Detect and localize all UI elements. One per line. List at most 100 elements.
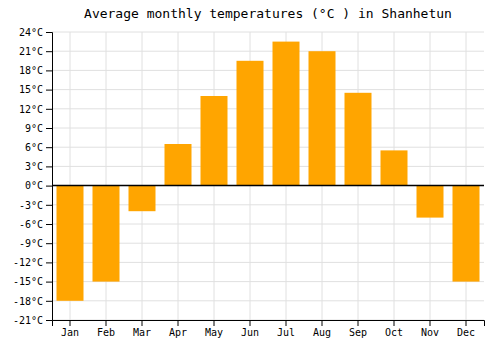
x-axis: Jan Feb Mar Apr May Jun Jul Aug Sep Oct Nov Dec [53, 320, 485, 338]
y-tick: 24°C [19, 27, 52, 38]
x-tick: Nov [421, 320, 439, 338]
y-tick: 3°C [25, 161, 52, 172]
bar [453, 186, 480, 282]
y-tick-mark [46, 90, 52, 91]
x-tick-label: Nov [421, 327, 439, 338]
y-tick: 18°C [19, 65, 52, 76]
y-tick: -21°C [13, 315, 52, 326]
chart: -21°C -18°C -15°C -12°C -9°C -6°C -3°C 0°C 3°C 6°… [0, 0, 500, 350]
x-tick-mark [322, 320, 323, 326]
x-tick: Jan [61, 320, 79, 338]
y-tick-label: 0°C [25, 180, 43, 191]
x-tick: Mar [133, 320, 151, 338]
x-axis-line [53, 321, 485, 327]
y-tick-label: 24°C [19, 27, 43, 38]
y-tick-mark [46, 205, 52, 206]
x-tick-label: May [205, 327, 223, 338]
bar [237, 61, 264, 186]
x-tick: Aug [313, 320, 331, 338]
y-tick-mark [46, 243, 52, 244]
x-tick: Feb [97, 320, 115, 338]
grid-line [52, 147, 484, 148]
zero-line [52, 185, 484, 187]
y-axis: -21°C -18°C -15°C -12°C -9°C -6°C -3°C 0°C 3°C 6°… [13, 27, 53, 326]
x-tick-mark [286, 320, 287, 326]
x-tick-label: Jun [241, 327, 259, 338]
x-tick: Apr [169, 320, 187, 338]
grid [52, 32, 484, 320]
bars [57, 42, 480, 301]
y-tick-mark [46, 262, 52, 263]
grid-line [52, 51, 484, 52]
x-tick-mark [250, 320, 251, 326]
grid-line [430, 32, 431, 320]
x-tick: Jun [241, 320, 259, 338]
grid-line [52, 166, 484, 167]
x-tick-mark [466, 320, 467, 326]
y-tick-label: -18°C [13, 296, 43, 307]
y-tick: -3°C [19, 200, 52, 211]
y-tick-label: -3°C [19, 200, 43, 211]
plot: -21°C -18°C -15°C -12°C -9°C -6°C -3°C 0°C 3°C 6°… [13, 27, 485, 338]
x-tick-mark [142, 320, 143, 326]
x-tick-label: Sep [349, 327, 367, 338]
y-tick: -9°C [19, 238, 52, 249]
y-tick-label: 12°C [19, 104, 43, 115]
y-tick-mark [46, 147, 52, 148]
x-tick-mark [214, 320, 215, 326]
y-tick: 9°C [25, 123, 52, 134]
bar [381, 150, 408, 185]
x-tick-label: Mar [133, 327, 151, 338]
y-tick-mark [46, 282, 52, 283]
y-tick-mark [46, 51, 52, 52]
y-tick: 12°C [19, 104, 52, 115]
y-tick-label: -9°C [19, 238, 43, 249]
bar [345, 93, 372, 186]
y-tick-label: -6°C [19, 219, 43, 230]
x-tick-label: Feb [97, 327, 115, 338]
x-tick-mark [70, 320, 71, 326]
y-tick-label: 3°C [25, 161, 43, 172]
x-tick: Jul [277, 320, 295, 338]
grid-line [52, 128, 484, 129]
y-tick-mark [46, 224, 52, 225]
x-tick-mark [358, 320, 359, 326]
bar [129, 186, 156, 212]
x-tick: Dec [457, 320, 475, 338]
y-tick: 15°C [19, 84, 52, 95]
x-tick-label: Dec [457, 327, 475, 338]
grid-line [52, 185, 484, 186]
y-tick-label: 15°C [19, 84, 43, 95]
x-tick-label: Jan [61, 327, 79, 338]
y-tick-label: 9°C [25, 123, 43, 134]
y-tick-mark [46, 301, 52, 302]
bar [165, 144, 192, 186]
y-tick-mark [46, 166, 52, 167]
y-tick: 21°C [19, 46, 52, 57]
y-tick-mark [46, 320, 52, 321]
grid-line [52, 89, 484, 90]
y-tick-label: -12°C [13, 257, 43, 268]
x-tick: Oct [385, 320, 403, 338]
grid-line [52, 108, 484, 109]
y-tick-label: -15°C [13, 276, 43, 287]
x-tick-mark [178, 320, 179, 326]
x-tick-label: Jul [277, 327, 295, 338]
x-tick-label: Aug [313, 327, 331, 338]
x-tick-label: Apr [169, 327, 187, 338]
bar [201, 96, 228, 186]
grid-line [52, 32, 484, 33]
x-tick: Sep [349, 320, 367, 338]
y-tick-mark [46, 109, 52, 110]
bar [57, 186, 84, 301]
y-tick-label: 18°C [19, 65, 43, 76]
grid-line [142, 32, 143, 320]
y-tick-label: -21°C [13, 315, 43, 326]
title: Average monthly temperatures (°C ) in Sh… [84, 6, 452, 21]
bar [273, 42, 300, 186]
y-tick-label: 6°C [25, 142, 43, 153]
y-tick: 0°C [25, 180, 52, 191]
y-tick: 6°C [25, 142, 52, 153]
y-tick: -15°C [13, 276, 52, 287]
x-tick-mark [430, 320, 431, 326]
